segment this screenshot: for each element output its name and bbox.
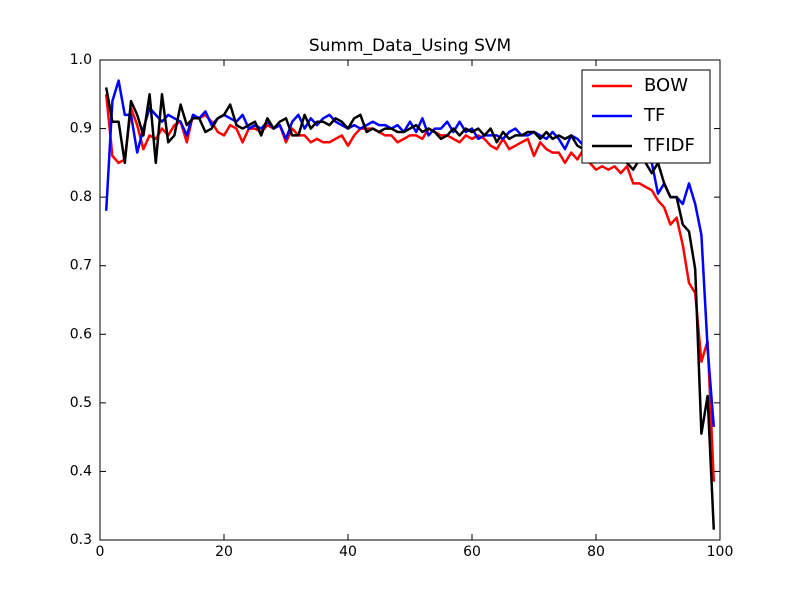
legend: BOW TF TFIDF [581,69,711,164]
y-tick-label: 0.9 [70,121,92,137]
x-tick-label: 20 [215,544,233,560]
legend-label: TF [643,105,665,126]
y-tick-label: 0.8 [70,189,92,205]
x-tick-label: 0 [96,544,105,560]
y-tick-label: 0.3 [70,532,92,548]
legend-label: TFIDF [643,135,695,156]
x-tick-label: 40 [339,544,357,560]
chart-title: Summ_Data_Using SVM [309,36,511,56]
y-tick-label: 1.0 [70,52,92,68]
legend-label: BOW [644,75,688,96]
y-tick-label: 0.6 [70,326,92,342]
x-tick-label: 80 [587,544,605,560]
x-tick-label: 100 [707,544,734,560]
y-tick-label: 0.4 [70,463,92,479]
y-tick-label: 0.7 [70,258,92,274]
plot-frame [99,59,721,541]
y-tick-label: 0.5 [70,395,92,411]
x-tick-label: 60 [463,544,481,560]
